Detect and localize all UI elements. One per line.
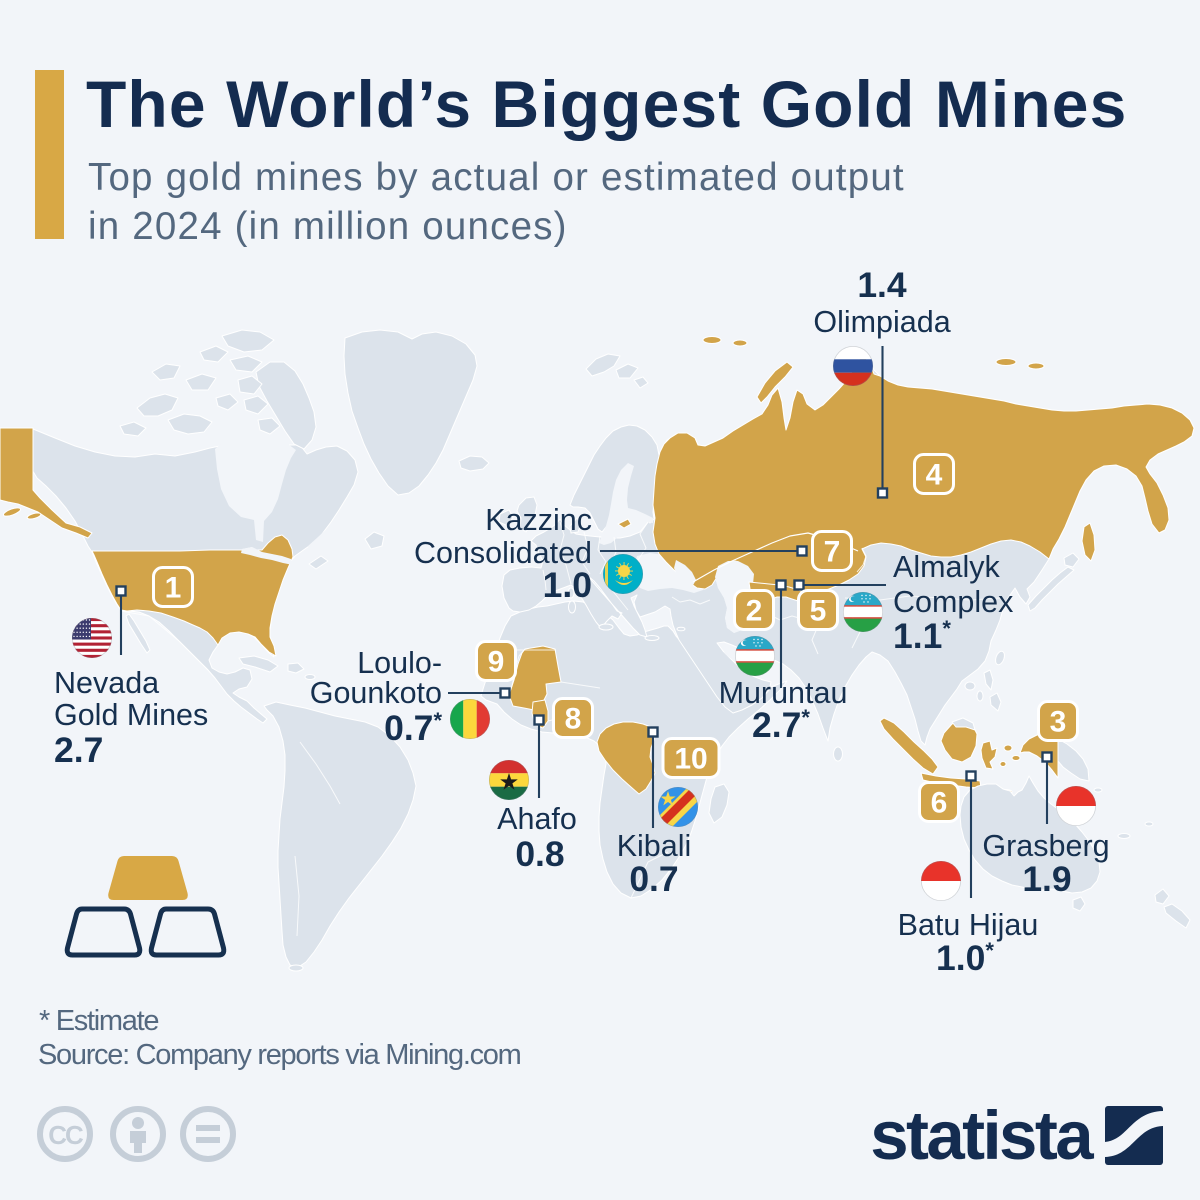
svg-text:1: 1 — [165, 572, 182, 605]
svg-text:2: 2 — [746, 595, 763, 628]
svg-text:1.1*: 1.1* — [893, 616, 951, 656]
svg-text:8: 8 — [565, 703, 582, 736]
svg-text:4: 4 — [926, 459, 943, 492]
svg-text:statista: statista — [870, 1097, 1094, 1174]
svg-text:Top gold mines by actual or es: Top gold mines by actual or estimated ou… — [88, 156, 905, 199]
svg-text:The World’s Biggest Gold Mines: The World’s Biggest Gold Mines — [86, 67, 1127, 141]
svg-text:1.0: 1.0 — [543, 565, 592, 605]
svg-text:1.9: 1.9 — [1022, 859, 1071, 899]
svg-text:in 2024 (in million ounces): in 2024 (in million ounces) — [88, 205, 568, 248]
svg-text:10: 10 — [674, 743, 707, 776]
svg-text:Olimpiada: Olimpiada — [813, 305, 950, 339]
svg-text:Kibali: Kibali — [617, 829, 692, 863]
svg-text:2.7: 2.7 — [54, 730, 103, 770]
svg-text:* Estimate: * Estimate — [39, 1005, 158, 1037]
svg-text:Loulo-: Loulo- — [357, 646, 442, 680]
svg-text:Grasberg: Grasberg — [982, 829, 1109, 863]
svg-text:3: 3 — [1050, 706, 1067, 739]
svg-text:6: 6 — [931, 787, 948, 820]
svg-text:0.8: 0.8 — [515, 834, 564, 874]
svg-text:Muruntau: Muruntau — [719, 676, 848, 710]
svg-text:Gounkoto: Gounkoto — [310, 676, 442, 710]
svg-text:Gold Mines: Gold Mines — [54, 698, 208, 732]
svg-text:Kazzinc: Kazzinc — [485, 503, 592, 537]
svg-text:Nevada: Nevada — [54, 666, 159, 700]
svg-text:Source: Company reports via Mi: Source: Company reports via Mining.com — [38, 1039, 521, 1071]
svg-text:Complex: Complex — [893, 585, 1013, 619]
svg-text:Ahafo: Ahafo — [497, 802, 577, 836]
svg-text:0.7*: 0.7* — [384, 708, 442, 748]
svg-text:CC: CC — [48, 1120, 84, 1150]
svg-text:1.0*: 1.0* — [936, 938, 994, 978]
svg-text:5: 5 — [810, 595, 827, 628]
svg-text:Almalyk: Almalyk — [893, 550, 1001, 584]
svg-text:7: 7 — [824, 536, 841, 569]
svg-text:Batu Hijau: Batu Hijau — [898, 908, 1039, 942]
svg-text:9: 9 — [488, 646, 505, 679]
svg-text:2.7*: 2.7* — [752, 705, 810, 745]
svg-text:Consolidated: Consolidated — [414, 536, 592, 570]
svg-text:1.4: 1.4 — [857, 265, 907, 305]
svg-text:0.7: 0.7 — [629, 859, 678, 899]
